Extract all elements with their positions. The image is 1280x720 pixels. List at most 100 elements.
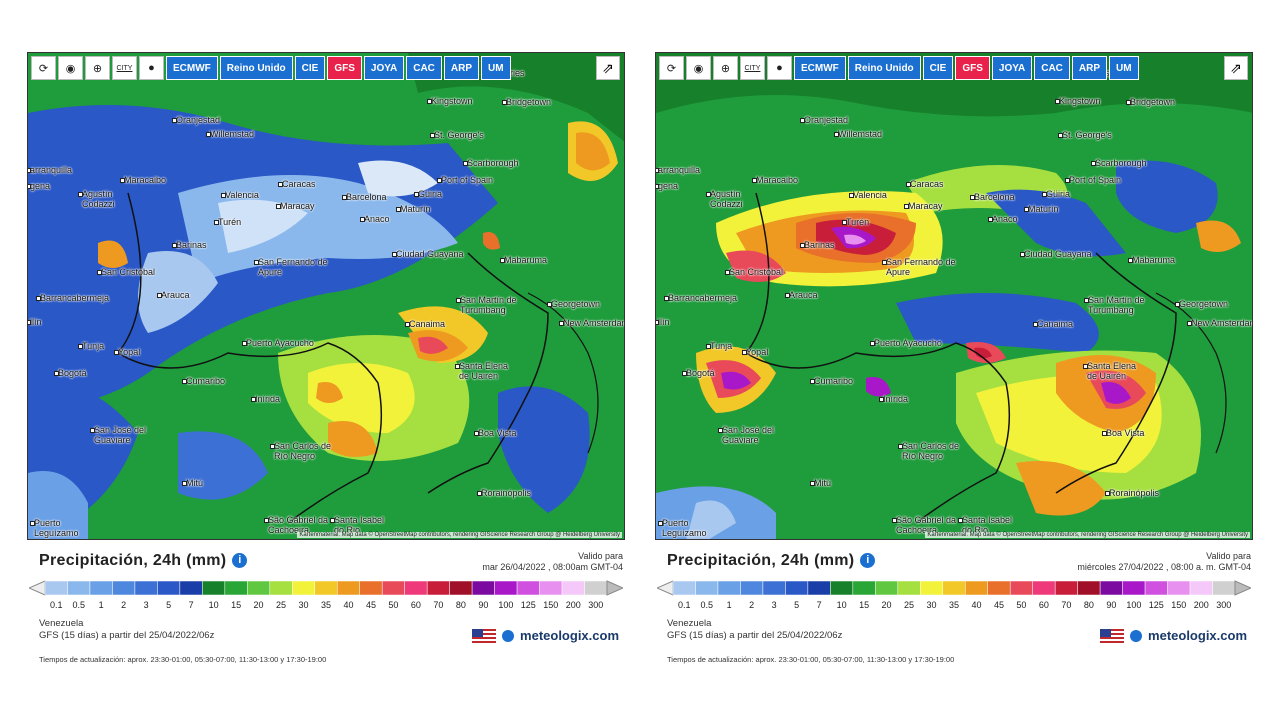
place-label: Puerto Ayacucho: [242, 338, 314, 348]
place-label: Ciudad Guayana: [392, 249, 464, 259]
model-gfs-button[interactable]: GFS: [955, 56, 990, 80]
place-label: Rorainópolis: [1104, 488, 1160, 498]
place-label: Boa Vista: [473, 428, 517, 438]
chart-title: Precipitación, 24h (mm) i: [667, 552, 876, 570]
place-label: Mitú: [809, 478, 832, 488]
zoom-icon[interactable]: ⊕: [713, 56, 738, 80]
place-label: Maracay: [904, 201, 943, 211]
legend-color-swatch: [1144, 580, 1168, 596]
place-label: Kingstown: [427, 96, 473, 106]
model-um-button[interactable]: UM: [1109, 56, 1139, 80]
place-label: Port of Spain: [1064, 175, 1122, 185]
share-icon[interactable]: ⇗: [596, 56, 620, 80]
place-label: San Carlos de Río Negro: [270, 441, 334, 461]
place-label: Mitú: [181, 478, 204, 488]
legend-label: 0.1: [49, 600, 63, 610]
legend-color-swatch: [762, 580, 786, 596]
refresh-icon[interactable]: ⟳: [31, 56, 56, 80]
legend-label: 5: [166, 600, 172, 610]
dot-marker-icon[interactable]: ●: [139, 56, 164, 80]
place-label: llín: [656, 317, 670, 327]
city-toggle-button[interactable]: CITY: [112, 56, 137, 80]
legend-label: 90: [478, 600, 489, 610]
place-label: San José del Guaviare: [718, 425, 782, 445]
legend-label: 30: [926, 600, 937, 610]
place-label: Agustín Codazzi: [78, 189, 122, 209]
dot-marker-icon[interactable]: ●: [767, 56, 792, 80]
place-label: Barrancabermeja: [663, 293, 738, 303]
place-label: Valencia: [221, 190, 259, 200]
refresh-icon[interactable]: ⟳: [659, 56, 684, 80]
model-arp-button[interactable]: ARP: [443, 56, 480, 80]
city-toggle-button[interactable]: CITY: [740, 56, 765, 80]
meteologix-logo[interactable]: meteologix.com: [1100, 628, 1247, 643]
legend-color-swatch: [471, 580, 495, 596]
us-flag-icon[interactable]: [472, 628, 497, 643]
zoom-icon[interactable]: ⊕: [85, 56, 110, 80]
precipitation-map-left[interactable]: ⟳ ◉ ⊕ CITY ● ECMWF Reino Unido CIE GFS J…: [27, 52, 625, 540]
map-attribution[interactable]: Kartenmaterial: Map data © OpenStreetMap…: [925, 532, 1250, 538]
place-label: Tunja: [705, 341, 733, 351]
legend-label: 3: [771, 600, 777, 610]
model-cac-button[interactable]: CAC: [406, 56, 442, 80]
place-label: Valencia: [849, 190, 887, 200]
legend-label: 1: [726, 600, 732, 610]
model-reino-unido-button[interactable]: Reino Unido: [847, 56, 921, 80]
place-label: San Martín de Turumbang: [1084, 295, 1168, 315]
run-info: Venezuela GFS (15 días) a partir del 25/…: [667, 618, 843, 641]
place-label: Yopal: [741, 347, 769, 357]
place-label: Yopal: [113, 347, 141, 357]
legend-label: 7: [188, 600, 194, 610]
legend-label: 10: [208, 600, 219, 610]
map-attribution[interactable]: Kartenmaterial: Map data © OpenStreetMap…: [297, 532, 622, 538]
legend-label: 0.5: [700, 600, 713, 610]
place-label: Anaco: [360, 214, 390, 224]
legend-color-swatch: [830, 580, 854, 596]
model-reino-unido-button[interactable]: Reino Unido: [219, 56, 293, 80]
place-label: Maracaibo: [751, 175, 799, 185]
legend-label: 25: [276, 600, 287, 610]
place-label: Güiria: [413, 189, 443, 199]
place-label: San Cristóbal: [724, 267, 784, 277]
place-label: Mabaruma: [499, 255, 548, 265]
legend-label: 5: [794, 600, 800, 610]
place-label: Willemstad: [833, 129, 883, 139]
place-label: Bogotá: [54, 368, 87, 378]
model-arp-button[interactable]: ARP: [1071, 56, 1108, 80]
model-ecmwf-button[interactable]: ECMWF: [166, 56, 218, 80]
place-label: Santa Isabel do Rio: [330, 515, 394, 535]
model-ecmwf-button[interactable]: ECMWF: [794, 56, 846, 80]
location-pin-icon[interactable]: ◉: [686, 56, 711, 80]
model-cie-button[interactable]: CIE: [294, 56, 326, 80]
model-joya-button[interactable]: JOYA: [991, 56, 1033, 80]
info-icon[interactable]: i: [860, 553, 876, 568]
model-gfs-button[interactable]: GFS: [327, 56, 362, 80]
legend-arrow-high: [606, 580, 623, 596]
model-cac-button[interactable]: CAC: [1034, 56, 1070, 80]
legend-label: 70: [433, 600, 444, 610]
legend-color-swatch: [942, 580, 966, 596]
precipitation-map-right[interactable]: ⟳ ◉ ⊕ CITY ● ECMWF Reino Unido CIE GFS J…: [655, 52, 1253, 540]
place-label: San Martín de Turumbang: [456, 295, 540, 315]
info-icon[interactable]: i: [232, 553, 248, 568]
place-label: Rorainópolis: [476, 488, 532, 498]
place-label: Port of Spain: [436, 175, 494, 185]
location-pin-icon[interactable]: ◉: [58, 56, 83, 80]
place-label: gena: [28, 181, 51, 191]
model-cie-button[interactable]: CIE: [922, 56, 954, 80]
place-label: Turén: [841, 217, 870, 227]
legend-color-swatch: [292, 580, 316, 596]
place-label: Oranjestad: [171, 115, 221, 125]
legend-color-swatch: [897, 580, 921, 596]
share-icon[interactable]: ⇗: [1224, 56, 1248, 80]
legend-color-swatch: [426, 580, 450, 596]
meteologix-logo[interactable]: meteologix.com: [472, 628, 619, 643]
model-joya-button[interactable]: JOYA: [363, 56, 405, 80]
legend-color-swatch: [134, 580, 158, 596]
place-label: Güiria: [1041, 189, 1071, 199]
legend-colorbar-right: [657, 580, 1251, 596]
us-flag-icon[interactable]: [1100, 628, 1125, 643]
model-um-button[interactable]: UM: [481, 56, 511, 80]
legend-label: 0.1: [677, 600, 691, 610]
forecast-panel-right: ⟳ ◉ ⊕ CITY ● ECMWF Reino Unido CIE GFS J…: [655, 52, 1253, 672]
